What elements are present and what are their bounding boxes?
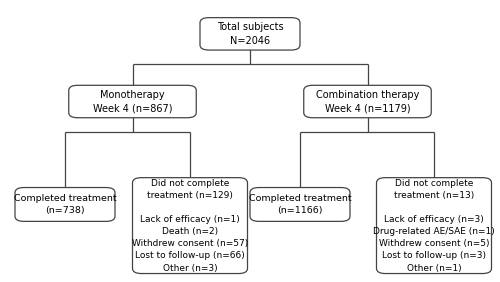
FancyBboxPatch shape — [376, 178, 492, 274]
Text: Monotherapy
Week 4 (n=867): Monotherapy Week 4 (n=867) — [93, 90, 172, 113]
Text: Did not complete
treatment (n=129)

Lack of efficacy (n=1)
Death (n=2)
Withdrew : Did not complete treatment (n=129) Lack … — [132, 179, 248, 273]
Text: Total subjects
N=2046: Total subjects N=2046 — [216, 22, 284, 46]
FancyBboxPatch shape — [15, 188, 115, 221]
FancyBboxPatch shape — [132, 178, 248, 274]
FancyBboxPatch shape — [69, 85, 196, 118]
Text: Completed treatment
(n=1166): Completed treatment (n=1166) — [248, 194, 352, 215]
FancyBboxPatch shape — [304, 85, 431, 118]
Text: Combination therapy
Week 4 (n=1179): Combination therapy Week 4 (n=1179) — [316, 90, 419, 113]
Text: Did not complete
treatment (n=13)

Lack of efficacy (n=3)
Drug-related AE/SAE (n: Did not complete treatment (n=13) Lack o… — [373, 179, 495, 273]
Text: Completed treatment
(n=738): Completed treatment (n=738) — [14, 194, 117, 215]
FancyBboxPatch shape — [200, 17, 300, 50]
FancyBboxPatch shape — [250, 188, 350, 221]
